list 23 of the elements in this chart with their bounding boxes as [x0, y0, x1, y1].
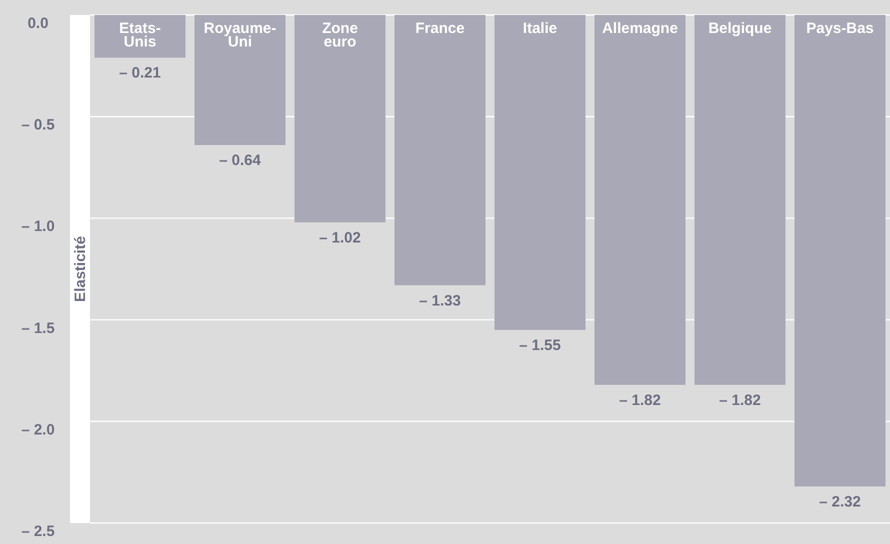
data-label: – 0.21: [119, 64, 161, 82]
x-tick-label: Zone euro: [322, 20, 358, 50]
y-tick-label: – 0.5: [21, 116, 55, 134]
x-tick-label: Pays-Bas: [806, 20, 874, 37]
x-tick-label: France: [415, 20, 465, 37]
y-tick-label: – 2.5: [21, 523, 55, 540]
data-label: – 0.64: [219, 152, 262, 170]
x-tick-label: Italie: [522, 20, 558, 37]
data-label: – 1.02: [319, 229, 361, 246]
data-label: – 1.33: [419, 292, 461, 310]
x-tick-label: Royaume- Uni: [204, 20, 276, 50]
y-tick-label: – 1.5: [21, 320, 55, 337]
data-label: – 1.55: [519, 336, 561, 354]
data-label: – 1.82: [619, 392, 661, 409]
y-tick-label: – 2.0: [21, 421, 55, 438]
y-tick-label: – 1.0: [21, 218, 55, 236]
y-tick-label: 0.0: [28, 15, 48, 32]
y-axis-title: Elasticité: [72, 236, 89, 302]
x-tick-label: Belgique: [708, 20, 772, 37]
data-label: – 1.82: [719, 392, 761, 409]
x-tick-label: Etats- Unis: [119, 20, 161, 50]
x-tick-label: Allemagne: [602, 20, 678, 37]
data-label: – 2.32: [819, 493, 861, 510]
